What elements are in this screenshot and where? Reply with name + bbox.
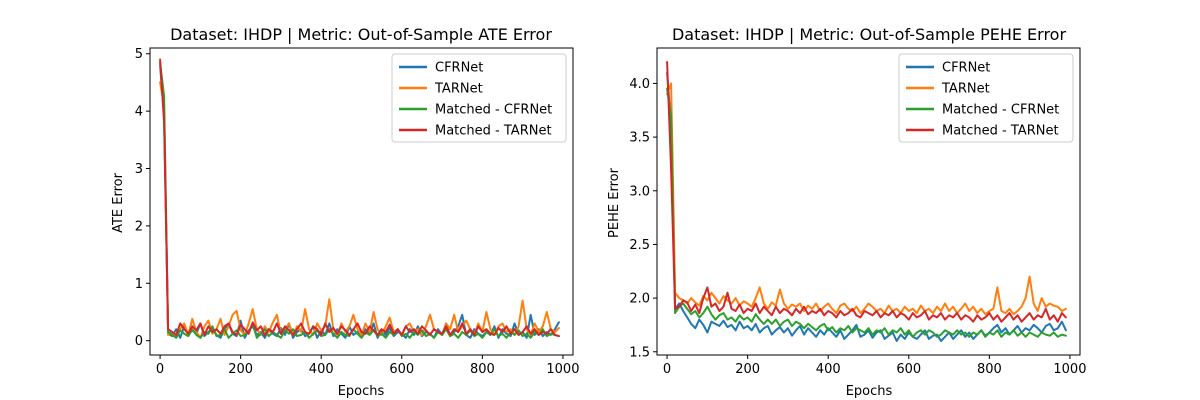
chart-2-ytick-label: 1.5 (629, 345, 650, 360)
chart-1-legend-box (391, 53, 567, 143)
chart-1-xtick-label: 400 (309, 362, 334, 377)
chart-2-xtick-label: 0 (663, 362, 671, 377)
chart-2-frame (656, 47, 1081, 356)
chart-1-xtick-label: 800 (470, 362, 495, 377)
chart-2-series-layer (666, 61, 1067, 342)
chart-2-legend-box (898, 53, 1074, 143)
chart-1: Dataset: IHDP | Metric: Out-of-Sample AT… (111, 25, 579, 399)
chart-1-xlabel: Epochs (338, 384, 385, 399)
chart-1-ylabel: ATE Error (111, 172, 126, 233)
chart-1-title: Dataset: IHDP | Metric: Out-of-Sample AT… (170, 25, 552, 44)
chart-1-ticks: 0 200 400 600 800 1000 0 1 2 3 4 5 (135, 47, 580, 377)
chart-2-xtick-label: 200 (735, 362, 760, 377)
chart-1-legend-label: CFRNet (435, 61, 483, 76)
chart-1-series-line-2 (159, 61, 560, 339)
chart-1-ytick-label: 1 (135, 277, 143, 292)
chart-2-series-line-1 (666, 82, 1067, 316)
chart-1-frame (149, 47, 574, 356)
chart-2-ytick-label: 3.5 (629, 131, 650, 146)
chart-2-ytick-label: 2.0 (629, 292, 650, 307)
chart-2-ticks: 0 200 400 600 800 1000 1.5 2.0 2.5 3.0 3.5 4.0 (629, 77, 1086, 377)
chart-1-ytick-label: 0 (135, 334, 143, 349)
chart-2-legend-label: CFRNet (942, 61, 990, 76)
chart-2-legend-label: Matched - CFRNet (942, 103, 1059, 118)
chart-2-xlabel: Epochs (846, 384, 893, 399)
chart-1-ytick-label: 4 (135, 105, 143, 120)
chart-1-series-layer (159, 58, 560, 339)
chart-2-xtick-label: 1000 (1053, 362, 1086, 377)
chart-1-ytick-label: 3 (135, 162, 143, 177)
chart-2-legend: CFRNet TARNet Matched - CFRNet Matched - TA… (898, 53, 1074, 143)
chart-1-ytick-label: 2 (135, 219, 143, 234)
chart-2-title: Dataset: IHDP | Metric: Out-of-Sample PE… (672, 25, 1067, 44)
chart-2-legend-label: TARNet (941, 82, 990, 97)
chart-1-xtick-label: 600 (389, 362, 414, 377)
chart-1-legend-label: Matched - CFRNet (435, 103, 552, 118)
chart-1-legend: CFRNet TARNet Matched - CFRNet Matched - TA… (391, 53, 567, 143)
chart-2-xtick-label: 800 (977, 362, 1002, 377)
chart-1-xtick-label: 1000 (546, 362, 579, 377)
chart-1-ytick-label: 5 (135, 47, 143, 62)
chart-2-series-line-3 (666, 61, 1067, 323)
chart-2-ytick-label: 3.0 (629, 184, 650, 199)
chart-2: Dataset: IHDP | Metric: Out-of-Sample PE… (607, 25, 1086, 399)
chart-1-legend-label: Matched - TARNet (435, 124, 552, 139)
chart-2-xtick-label: 400 (816, 362, 841, 377)
chart-2-ytick-label: 4.0 (629, 77, 650, 92)
chart-2-xtick-label: 600 (896, 362, 921, 377)
chart-2-series-line-2 (666, 87, 1067, 338)
chart-2-ylabel: PEHE Error (607, 167, 622, 238)
chart-2-ytick-label: 2.5 (629, 238, 650, 253)
chart-1-xtick-label: 200 (228, 362, 253, 377)
chart-2-series-line-0 (666, 71, 1067, 342)
chart-1-series-line-3 (159, 58, 560, 338)
chart-1-xtick-label: 0 (156, 362, 164, 377)
chart-2-legend-label: Matched - TARNet (942, 124, 1059, 139)
chart-1-legend-label: TARNet (434, 82, 483, 97)
